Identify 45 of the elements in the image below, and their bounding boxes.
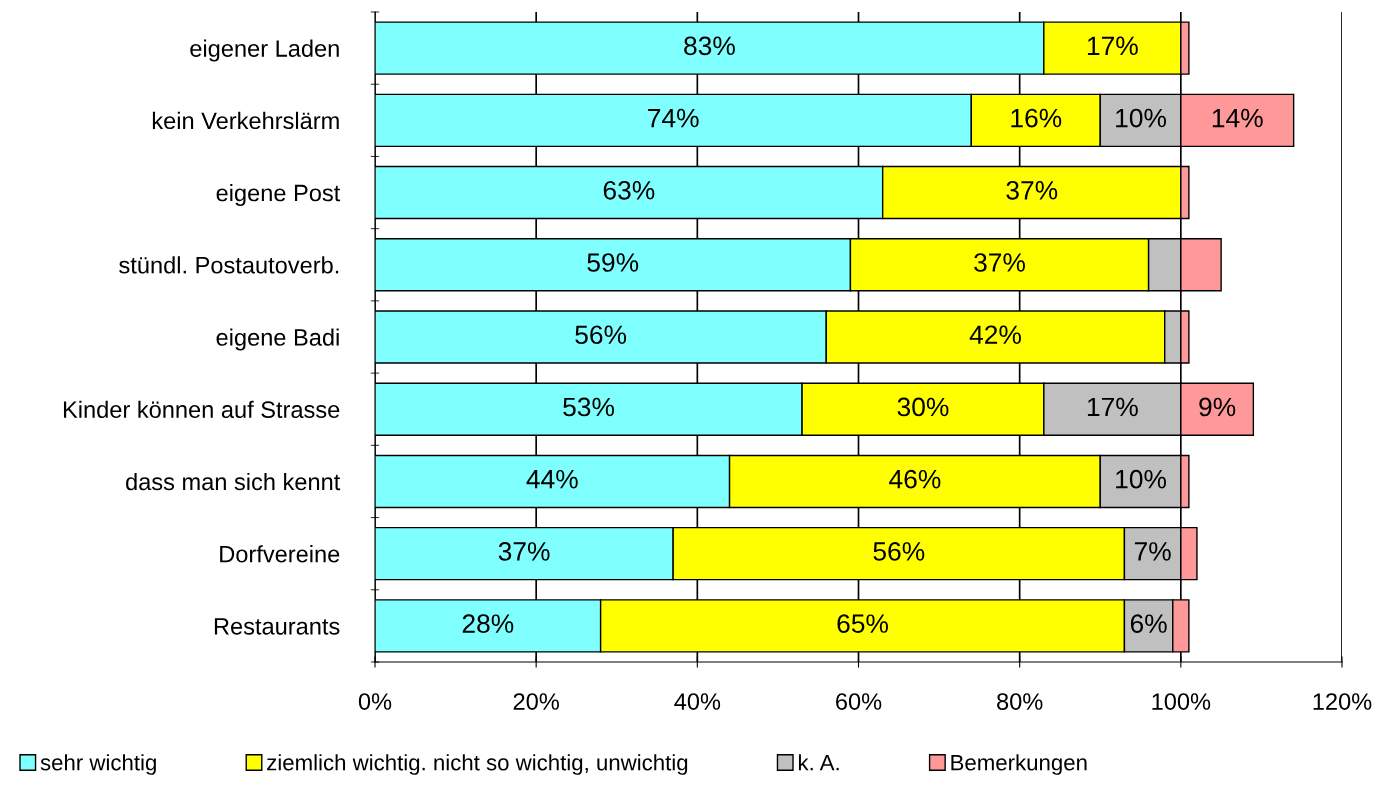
data-label: 56%: [873, 542, 925, 561]
y-tick-label: Kinder können auf Strasse: [63, 400, 340, 419]
data-label: 9%: [1199, 397, 1236, 417]
y-tick-label: eigener Laden: [190, 39, 339, 62]
x-tick-label: 20%: [513, 693, 559, 710]
data-label: 37%: [1006, 180, 1058, 200]
data-label: 37%: [498, 542, 550, 561]
data-label: 44%: [526, 469, 578, 489]
data-label: 83%: [684, 36, 735, 56]
data-label: 6%: [1130, 614, 1167, 633]
data-label: 59%: [587, 253, 639, 272]
data-label: 7%: [1134, 542, 1171, 561]
data-label: 65%: [837, 614, 888, 633]
y-tick-label: dass man sich kennt: [126, 472, 341, 491]
legend-label: sehr wichtig: [40, 754, 156, 775]
legend-label: k. A.: [798, 754, 839, 771]
x-tick-label: 120%: [1313, 693, 1372, 710]
x-tick-label: 40%: [674, 693, 721, 710]
data-label: 53%: [563, 397, 615, 417]
data-label: 30%: [897, 397, 949, 417]
x-tick-label: 60%: [836, 693, 882, 710]
x-tick-label: 80%: [997, 693, 1043, 710]
data-label: 63%: [603, 180, 655, 200]
legend-label: Bemerkungen: [951, 754, 1087, 775]
y-tick-label: Restaurants: [214, 618, 340, 635]
x-tick-label: 100%: [1152, 693, 1211, 710]
data-label: 28%: [462, 614, 514, 633]
data-label: 74%: [648, 108, 699, 128]
y-tick-label: eigene Post: [216, 184, 341, 207]
y-tick-label: Dorfvereine: [220, 545, 340, 563]
data-label: 46%: [889, 469, 941, 489]
y-tick-label: eigene Badi: [216, 328, 339, 351]
y-tick-label: kein Verkehrslärm: [152, 111, 339, 130]
data-label: 10%: [1116, 108, 1167, 128]
data-label: 56%: [575, 325, 627, 345]
y-tick-label: stündl. Postautoverb.: [119, 256, 339, 274]
data-label: 37%: [974, 253, 1025, 272]
data-label: 16%: [1011, 108, 1062, 128]
legend-label: ziemlich wichtig. nicht so wichtig, unwichtig: [267, 754, 688, 775]
data-label: 10%: [1116, 469, 1167, 489]
x-tick-label: 0%: [358, 693, 392, 710]
data-label: 17%: [1087, 397, 1138, 417]
data-label: 42%: [969, 325, 1021, 344]
data-label: 14%: [1212, 108, 1263, 128]
data-label: 17%: [1087, 36, 1138, 56]
